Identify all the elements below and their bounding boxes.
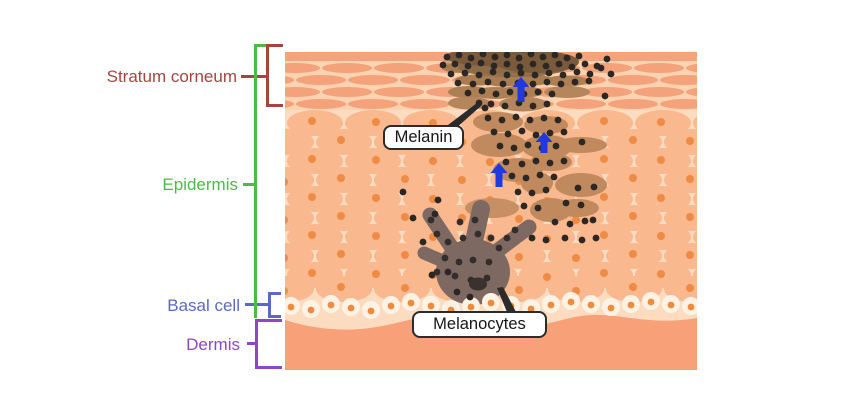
epidermis-bracket [254,44,257,318]
epidermis-bracket-top-arm [254,44,268,47]
melanocytes-callout: Melanocytes [412,311,547,338]
melanocytes-callout-text: Melanocytes [433,315,526,333]
dermis-layer [285,314,697,370]
stratum-corneum-bracket [266,44,283,107]
label-basal-cell: Basal cell [167,296,240,315]
label-stratum-corneum: Stratum corneum [106,67,237,86]
dermis-bracket [255,319,282,369]
epidermis-pointer-line [243,183,256,186]
melanin-transfer-arrow-icons [490,77,553,187]
dermis-pointer-line [247,342,258,345]
melanin-dots [399,52,615,301]
melanocyte-cell [417,200,537,305]
skin-illustration [285,52,697,370]
melanin-callout-text: Melanin [394,128,453,146]
melanin-callout: Melanin [383,125,464,150]
label-dermis: Dermis [186,335,240,354]
label-epidermis: Epidermis [162,175,238,194]
basal-cell-pointer-line [245,303,271,306]
basal-cell-bracket [268,292,281,318]
callout-leader-lines [448,103,516,312]
